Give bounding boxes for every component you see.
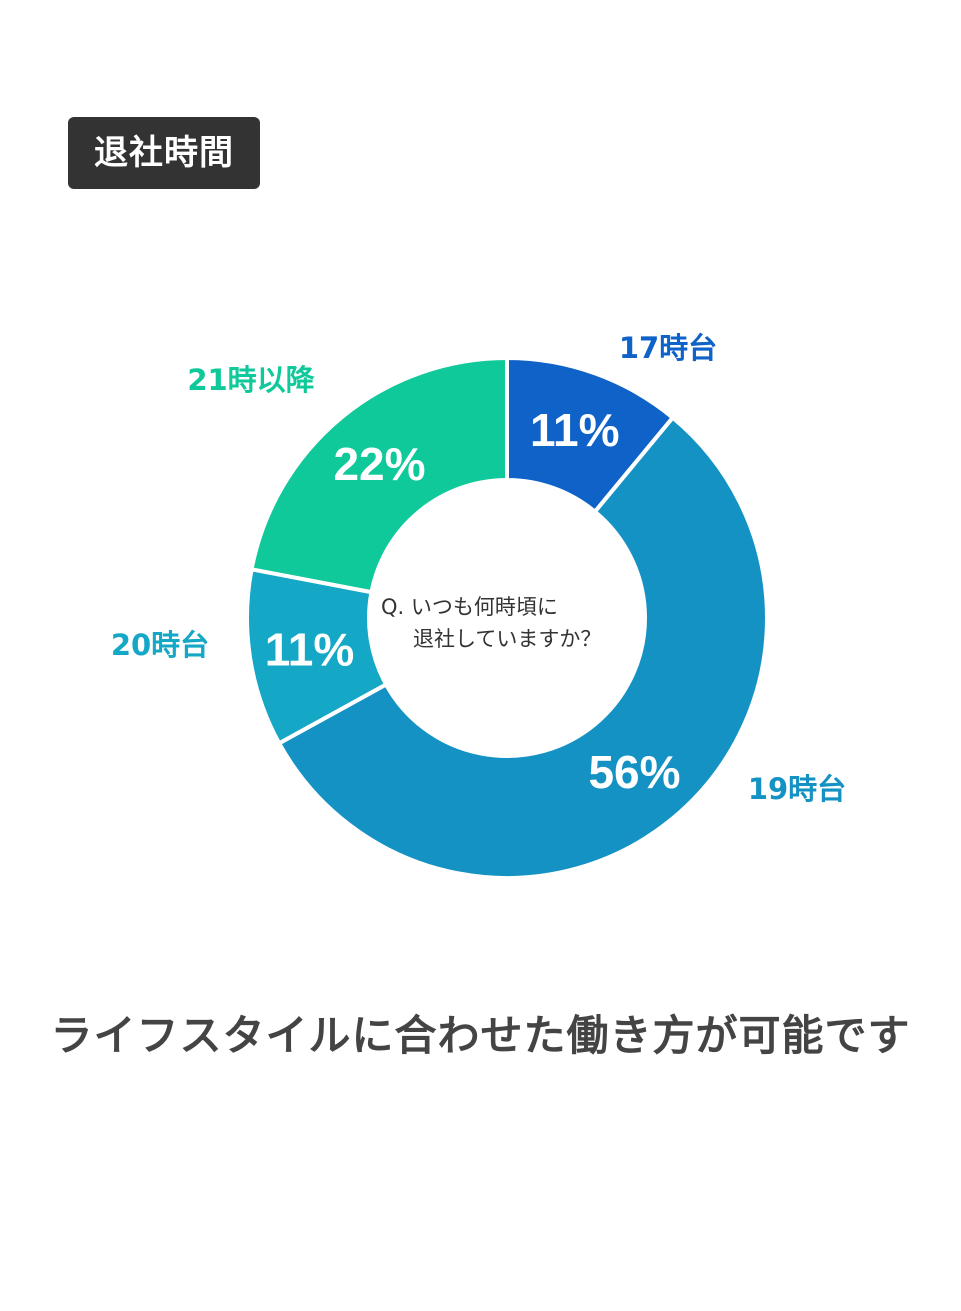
slice-category-label: 21時以降	[187, 363, 315, 397]
slice-value-label: 56%	[588, 746, 680, 798]
slice-value-label: 22%	[333, 438, 425, 490]
slice-category-label: 17時台	[619, 331, 717, 365]
footer-caption: ライフスタイルに合わせた働き方が可能です	[50, 1011, 911, 1060]
donut-slice	[276, 414, 769, 880]
center-question-line: 退社していますか？	[413, 627, 601, 651]
slice-category-label: 20時台	[111, 628, 209, 662]
center-question-line: Q. いつも何時頃に	[381, 595, 558, 619]
slice-value-labels: 11% 56% 11% 22%	[265, 404, 681, 798]
slice-category-label: 19時台	[748, 772, 846, 806]
chart-title-badge: 退社時間	[68, 117, 260, 189]
slice-value-label: 11%	[530, 404, 620, 456]
donut-slice	[249, 355, 509, 595]
donut-slices	[245, 355, 769, 880]
slice-value-label: 11%	[265, 623, 355, 675]
slice-category-labels: 17時台 19時台 20時台 21時以降	[111, 331, 846, 806]
